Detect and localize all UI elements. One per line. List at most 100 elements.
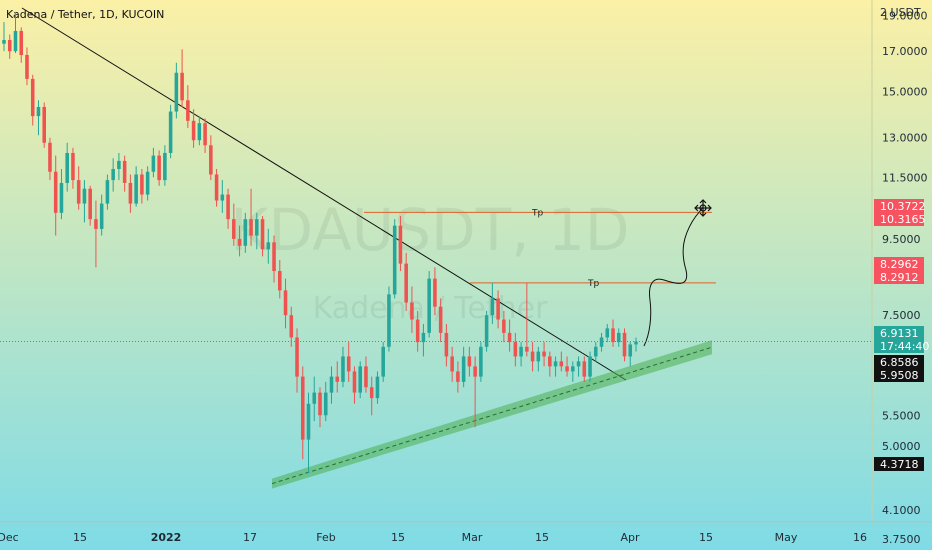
descending-trendline[interactable] (21, 7, 627, 381)
candle[interactable] (341, 346, 345, 388)
candle[interactable] (203, 118, 207, 153)
candle[interactable] (404, 252, 408, 311)
candle[interactable] (237, 225, 242, 257)
candle[interactable] (571, 361, 575, 382)
candle[interactable] (71, 147, 75, 189)
candle[interactable] (19, 27, 24, 63)
candle[interactable] (42, 102, 46, 148)
candle[interactable] (25, 47, 29, 86)
candle[interactable] (214, 168, 219, 207)
candle[interactable] (48, 137, 52, 181)
candle[interactable] (249, 188, 253, 246)
candle[interactable] (295, 328, 299, 393)
candle[interactable] (381, 342, 385, 382)
candle[interactable] (450, 346, 454, 382)
candle[interactable] (306, 392, 311, 473)
candle[interactable] (484, 310, 489, 352)
candle[interactable] (272, 235, 276, 283)
candle[interactable] (467, 346, 472, 377)
candle[interactable] (461, 346, 466, 388)
candle[interactable] (197, 116, 202, 146)
candle[interactable] (622, 328, 627, 362)
candle[interactable] (82, 180, 87, 223)
candle[interactable] (76, 166, 81, 210)
candle[interactable] (358, 361, 362, 399)
candle[interactable] (588, 351, 592, 382)
candle[interactable] (369, 376, 374, 416)
candle[interactable] (634, 337, 638, 352)
candle[interactable] (266, 228, 271, 264)
candle[interactable] (576, 356, 581, 377)
candle[interactable] (283, 278, 288, 329)
candle[interactable] (398, 215, 403, 272)
candle[interactable] (410, 286, 414, 333)
candle[interactable] (352, 366, 357, 404)
candle[interactable] (335, 361, 340, 393)
move-cursor-icon[interactable] (694, 199, 712, 217)
candle[interactable] (117, 152, 121, 181)
candle[interactable] (582, 356, 587, 382)
candle[interactable] (65, 142, 69, 192)
candle[interactable] (565, 356, 569, 377)
candle[interactable] (300, 366, 305, 460)
candle[interactable] (415, 310, 420, 352)
candle[interactable] (128, 174, 133, 213)
plot-area[interactable]: Tp Tp (0, 7, 872, 489)
candle[interactable] (387, 286, 391, 352)
candle[interactable] (611, 319, 615, 347)
candle[interactable] (278, 259, 282, 299)
candle[interactable] (490, 282, 495, 324)
candle[interactable] (163, 145, 167, 186)
candle[interactable] (427, 271, 431, 338)
candle[interactable] (220, 180, 225, 213)
candle[interactable] (140, 168, 144, 204)
candle[interactable] (375, 371, 380, 404)
candle[interactable] (616, 328, 621, 347)
candle[interactable] (433, 267, 437, 316)
candle[interactable] (318, 387, 322, 428)
candle[interactable] (548, 351, 552, 377)
candle[interactable] (496, 290, 500, 329)
price-axis[interactable]: 19.0000 17.0000 15.0000 13.0000 11.5000 9.500… (882, 9, 928, 546)
candle[interactable] (243, 212, 248, 253)
candle[interactable] (260, 215, 265, 257)
candle[interactable] (323, 381, 328, 422)
candle[interactable] (473, 356, 477, 428)
candle[interactable] (111, 158, 115, 192)
candle[interactable] (180, 49, 184, 107)
candle[interactable] (605, 323, 610, 343)
candle[interactable] (329, 366, 334, 404)
candle[interactable] (502, 310, 506, 343)
candle[interactable] (105, 174, 110, 210)
candle[interactable] (191, 109, 196, 148)
candle[interactable] (36, 100, 41, 136)
candle[interactable] (30, 74, 35, 126)
candle[interactable] (392, 219, 397, 299)
candle[interactable] (421, 323, 426, 357)
candle[interactable] (364, 356, 368, 393)
candle[interactable] (174, 62, 179, 119)
candle[interactable] (186, 85, 190, 128)
candle[interactable] (94, 200, 98, 268)
candle[interactable] (312, 376, 317, 422)
ascending-support-channel[interactable] (272, 340, 712, 489)
candle[interactable] (599, 332, 604, 352)
candle[interactable] (157, 150, 161, 186)
candle[interactable] (232, 203, 236, 246)
candle[interactable] (59, 168, 64, 220)
candle[interactable] (594, 342, 598, 362)
candle[interactable] (289, 306, 294, 347)
candle[interactable] (559, 351, 564, 372)
candle[interactable] (444, 323, 449, 367)
candle[interactable] (530, 342, 535, 372)
candle[interactable] (88, 185, 92, 226)
time-axis[interactable]: Dec 15 2022 17 Feb 15 Mar 15 Apr 15 May 16 (0, 521, 932, 544)
candle[interactable] (456, 361, 460, 393)
candle[interactable] (525, 282, 529, 357)
candle[interactable] (479, 342, 483, 382)
candle[interactable] (226, 188, 230, 229)
candle[interactable] (151, 147, 156, 178)
candle[interactable] (507, 319, 512, 352)
